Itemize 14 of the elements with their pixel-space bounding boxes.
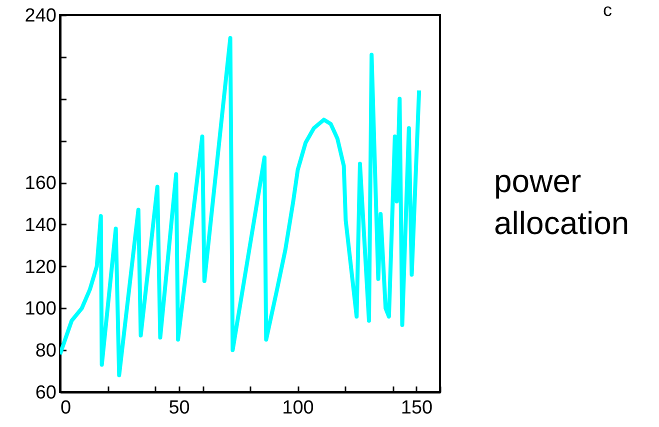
y-tick-label: 80	[35, 340, 56, 362]
y-tick-label: 160	[24, 173, 56, 194]
x-tick-label: 100	[282, 398, 314, 418]
text: c	[603, 0, 613, 21]
x-tick-label: 150	[400, 398, 433, 418]
y-tick-label: 60	[35, 382, 56, 404]
x-tick-label: 50	[168, 398, 190, 418]
y-tick-label: 240	[24, 6, 56, 26]
text: power allocation	[494, 162, 630, 243]
x-tick-label: 0	[60, 398, 72, 418]
y-tick-label: 140	[24, 214, 56, 236]
line-series	[60, 36, 422, 378]
y-tick-label: 120	[24, 256, 56, 278]
y-tick-label: 100	[24, 298, 56, 320]
